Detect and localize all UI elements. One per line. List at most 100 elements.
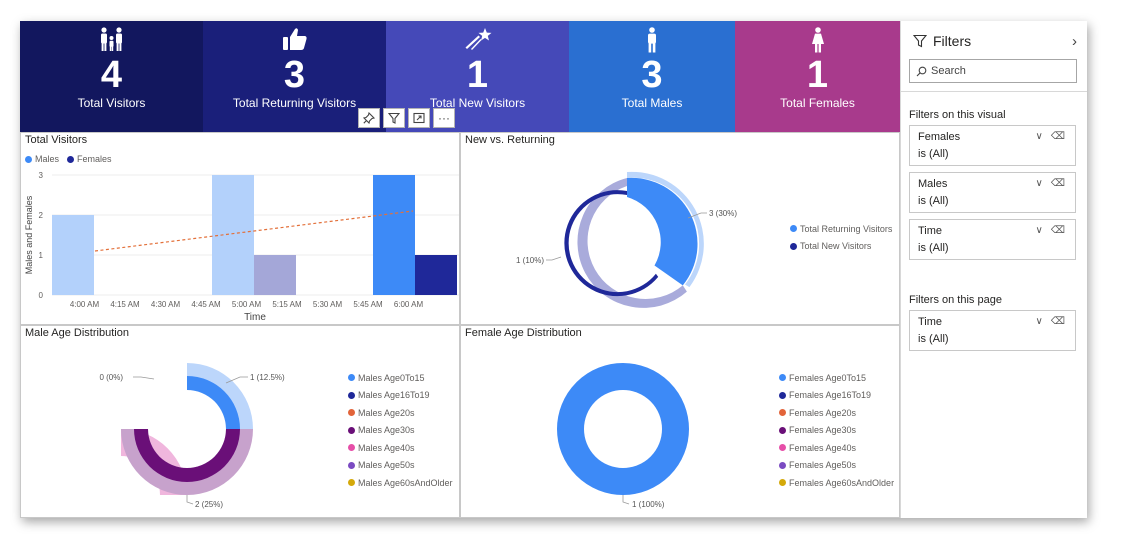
kpi-value: 1 — [806, 54, 829, 96]
x-tick-label: 4:30 AM — [151, 300, 181, 309]
pin-icon[interactable] — [358, 108, 380, 128]
filter-icon[interactable] — [383, 108, 405, 128]
kpi-total-males[interactable]: 3 Total Males — [569, 21, 735, 132]
x-tick-label: 6:00 AM — [394, 300, 424, 309]
donut-slice-age30s-outer[interactable] — [121, 429, 253, 495]
donut-slice-new-visitors-outer[interactable] — [577, 178, 687, 308]
legend-item[interactable]: Males Age20s — [348, 404, 453, 422]
donut-slice-returning-outer[interactable] — [627, 171, 704, 288]
kpi-total-returning-visitors[interactable]: 3 Total Returning Visitors — [203, 21, 386, 132]
x-tick-label: 5:30 AM — [313, 300, 343, 309]
family-icon — [20, 27, 203, 53]
legend-item[interactable]: Total New Visitors — [790, 238, 892, 256]
eraser-icon[interactable]: ⌫ — [1050, 316, 1065, 327]
kpi-label: Total Females — [780, 96, 855, 110]
chevron-down-icon[interactable]: ∨ — [1035, 178, 1043, 189]
legend-item[interactable]: Males Age30s — [348, 422, 453, 440]
bar-males[interactable] — [52, 215, 94, 295]
legend-label: Males Age20s — [358, 407, 415, 418]
legend-swatch — [348, 479, 355, 487]
x-axis-title: Time — [244, 312, 266, 323]
legend-swatch — [790, 242, 797, 250]
filters-on-visual-heading: Filters on this visual — [909, 109, 1006, 121]
filter-card-page-time[interactable]: Time is (All) ∨ ⌫ — [909, 310, 1076, 351]
more-options-button[interactable]: ··· — [433, 108, 455, 128]
filters-on-page-heading: Filters on this page — [909, 294, 1002, 306]
legend-item[interactable]: Females Age60sAndOlder — [779, 474, 894, 492]
donut-slice-females-age0to15[interactable] — [557, 363, 689, 495]
bar-males[interactable] — [212, 175, 254, 295]
eraser-icon[interactable]: ⌫ — [1050, 225, 1065, 236]
panel-new-vs-returning[interactable]: New vs. Returning 3 (30%) 1 (10%) Total … — [460, 132, 900, 325]
legend-swatch — [348, 426, 355, 434]
eraser-icon[interactable]: ⌫ — [1050, 131, 1065, 142]
x-tick-label: 4:00 AM — [70, 300, 100, 309]
x-tick-label: 4:15 AM — [110, 300, 140, 309]
donut-slice-age30s[interactable] — [134, 429, 240, 482]
donut-slice-new-visitors[interactable] — [564, 190, 659, 297]
panel-total-visitors[interactable]: Total Visitors Males Females Males and F… — [20, 132, 460, 325]
data-label-age40s: 0 (0%) — [99, 373, 123, 382]
filter-card-state: is (All) — [918, 242, 949, 254]
legend-label: Females Age60sAndOlder — [789, 477, 895, 488]
filter-search-input[interactable]: Search — [909, 59, 1077, 83]
collapse-chevron-icon[interactable]: › — [1072, 33, 1077, 50]
legend-label: Total New Visitors — [800, 241, 872, 252]
donut-slice-age0to15[interactable] — [187, 376, 240, 429]
donut-slice-returning[interactable] — [627, 177, 698, 286]
bar-males[interactable] — [373, 175, 415, 295]
filter-card-females[interactable]: Females is (All) ∨ ⌫ — [909, 125, 1076, 166]
filter-card-state: is (All) — [918, 333, 949, 345]
legend-item[interactable]: Males Age0To15 — [348, 369, 453, 387]
legend-item[interactable]: Females Age30s — [779, 422, 894, 440]
female-age-chart: 1 (100%) — [557, 363, 689, 509]
legend-item[interactable]: Males — [25, 153, 59, 165]
filter-funnel-icon — [913, 34, 927, 48]
kpi-label: Total Returning Visitors — [232, 96, 357, 110]
search-placeholder: Search — [931, 65, 966, 77]
x-tick-label: 4:45 AM — [191, 300, 221, 309]
legend-label: Males Age30s — [358, 425, 415, 436]
eraser-icon[interactable]: ⌫ — [1050, 178, 1065, 189]
data-label-leader — [687, 212, 707, 219]
legend-item[interactable]: Females Age0To15 — [779, 369, 894, 387]
legend-item[interactable]: Males Age50s — [348, 457, 453, 475]
bar-females[interactable] — [254, 255, 296, 295]
chart-legend: Males Age0To15 Males Age16To19 Males Age… — [348, 369, 453, 492]
legend-item[interactable]: Females Age50s — [779, 457, 894, 475]
legend-swatch — [779, 426, 786, 434]
chevron-down-icon[interactable]: ∨ — [1035, 225, 1043, 236]
legend-item[interactable]: Males Age60sAndOlder — [348, 474, 453, 492]
filters-title: Filters — [933, 33, 972, 49]
chevron-down-icon[interactable]: ∨ — [1035, 131, 1043, 142]
bar-females[interactable] — [415, 255, 457, 295]
legend-swatch — [779, 461, 786, 469]
trend-line — [94, 210, 414, 252]
legend-item[interactable]: Females Age16To19 — [779, 387, 894, 405]
y-tick-label: 1 — [39, 251, 44, 260]
kpi-value: 3 — [641, 54, 663, 96]
legend-item[interactable]: Males Age16To19 — [348, 387, 453, 405]
filter-card-state: is (All) — [918, 148, 949, 160]
male-age-chart: 1 (12.5%) 0 (0%) 2 (25%) — [99, 363, 285, 509]
panel-male-age-distribution[interactable]: Male Age Distribution 1 (12.5%) 0 (0%) 2… — [20, 325, 460, 518]
filter-card-name: Time — [918, 225, 943, 237]
legend-item[interactable]: Males Age40s — [348, 439, 453, 457]
legend-item[interactable]: Females — [67, 153, 112, 165]
legend-item[interactable]: Total Returning Visitors — [790, 220, 892, 238]
kpi-total-females[interactable]: 1 Total Females — [735, 21, 900, 132]
kpi-value: 3 — [283, 54, 306, 96]
data-label-leader — [622, 495, 630, 505]
filter-card-time[interactable]: Time is (All) ∨ ⌫ — [909, 219, 1076, 260]
focus-mode-icon[interactable] — [408, 108, 430, 128]
legend-label: Males — [35, 154, 60, 164]
total-visitors-chart: Males and Females Time 0 1 2 3 4:00 AM 4:15 A… — [24, 171, 459, 323]
legend-item[interactable]: Females Age40s — [779, 439, 894, 457]
panel-female-age-distribution[interactable]: Female Age Distribution 1 (100%) Females… — [460, 325, 900, 518]
kpi-total-visitors[interactable]: 4 Total Visitors — [20, 21, 203, 132]
filter-card-males[interactable]: Males is (All) ∨ ⌫ — [909, 172, 1076, 213]
chevron-down-icon[interactable]: ∨ — [1035, 316, 1043, 327]
legend-item[interactable]: Females Age20s — [779, 404, 894, 422]
y-tick-label: 0 — [39, 291, 44, 300]
legend-swatch — [25, 155, 32, 163]
